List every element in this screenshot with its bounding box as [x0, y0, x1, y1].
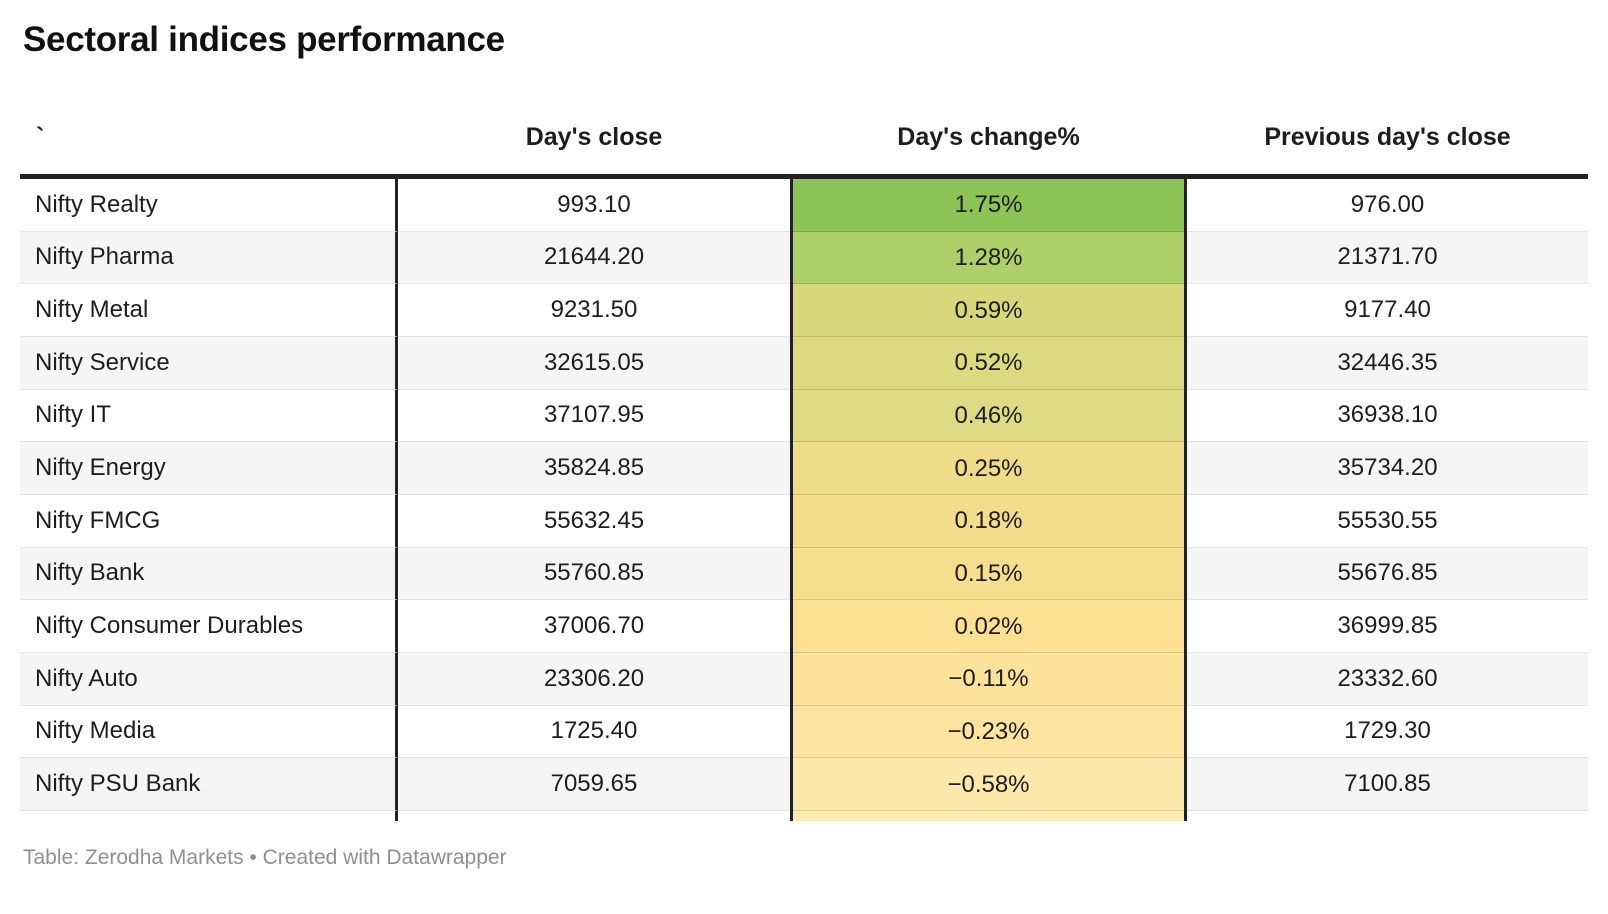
page-title: Sectoral indices performance	[23, 20, 505, 59]
prev-close-cell: 9177.40	[1187, 284, 1588, 337]
index-name-cell: Nifty IT	[20, 389, 398, 443]
days-close-cell: 37107.95	[398, 390, 790, 443]
prev-close-cell: 35734.20	[1187, 442, 1588, 495]
prev-close-cell: 55676.85	[1187, 547, 1588, 601]
index-name-cell: Nifty Energy	[20, 442, 398, 495]
index-name-cell: Nifty PSU Bank	[20, 758, 398, 811]
days-change-cell: 0.15%	[790, 547, 1187, 601]
days-change-cell: 0.18%	[790, 494, 1187, 548]
prev-close-cell: 32446.35	[1187, 336, 1588, 390]
days-close-cell: 7059.65	[398, 758, 790, 811]
days-change-cell: 0.25%	[790, 442, 1187, 495]
table-row: Nifty Pharma 21644.20 1.28% 21371.70	[20, 231, 1588, 285]
days-close-cell: 55632.45	[398, 495, 790, 548]
days-change-cell: −0.11%	[790, 652, 1187, 706]
col-header-prev-close: Previous day's close	[1264, 122, 1511, 151]
days-close-cell: 9231.50	[398, 284, 790, 337]
index-name-cell: Nifty Pharma	[20, 231, 398, 285]
days-change-cell: 0.59%	[790, 284, 1187, 337]
prev-close-cell: 36938.10	[1187, 390, 1588, 443]
index-name-cell: Nifty Bank	[20, 547, 398, 601]
index-name-cell: Nifty Auto	[20, 652, 398, 706]
partial-prev-cell	[1187, 811, 1588, 821]
days-change-cell: 0.02%	[790, 600, 1187, 653]
partial-change-cell	[790, 810, 1187, 821]
prev-close-cell: 55530.55	[1187, 495, 1588, 548]
table-row: Nifty PSU Bank 7059.65 −0.58% 7100.85	[20, 758, 1588, 811]
table-row: Nifty Service 32615.05 0.52% 32446.35	[20, 336, 1588, 390]
days-close-cell: 23306.20	[398, 652, 790, 706]
table-row: Nifty IT 37107.95 0.46% 36938.10	[20, 389, 1588, 443]
index-name-cell: Nifty Consumer Durables	[20, 600, 398, 653]
days-change-cell: 1.75%	[790, 179, 1187, 232]
prev-close-cell: 36999.85	[1187, 600, 1588, 653]
table-row: Nifty FMCG 55632.45 0.18% 55530.55	[20, 494, 1588, 548]
table-attribution: Table: Zerodha Markets • Created with Da…	[23, 846, 507, 869]
days-close-cell: 37006.70	[398, 600, 790, 653]
index-name-cell: Nifty FMCG	[20, 494, 398, 548]
prev-close-cell: 7100.85	[1187, 758, 1588, 811]
index-name-cell: Nifty Realty	[20, 179, 398, 232]
col-header-days-close: Day's close	[525, 122, 663, 151]
days-change-cell: 0.52%	[790, 336, 1187, 390]
sectoral-indices-table: ` Day's close Day's change% Previous day…	[20, 100, 1588, 821]
days-close-cell: 35824.85	[398, 442, 790, 495]
days-close-cell: 32615.05	[398, 336, 790, 390]
index-name-cell: Nifty Media	[20, 705, 398, 759]
table-row: Nifty Auto 23306.20 −0.11% 23332.60	[20, 652, 1588, 706]
prev-close-cell: 21371.70	[1187, 231, 1588, 285]
days-change-cell: −0.58%	[790, 758, 1187, 811]
days-close-cell: 55760.85	[398, 547, 790, 601]
prev-close-cell: 1729.30	[1187, 706, 1588, 759]
table-body: Nifty Realty 993.10 1.75% 976.00 Nifty P…	[20, 179, 1588, 811]
days-close-cell: 993.10	[398, 179, 790, 232]
days-change-cell: 1.28%	[790, 231, 1187, 285]
days-close-cell: 1725.40	[398, 706, 790, 759]
table-row: Nifty Energy 35824.85 0.25% 35734.20	[20, 442, 1588, 495]
days-change-cell: −0.23%	[790, 705, 1187, 759]
days-change-cell: 0.46%	[790, 389, 1187, 443]
index-name-cell: Nifty Service	[20, 336, 398, 390]
table-row: Nifty Realty 993.10 1.75% 976.00	[20, 179, 1588, 232]
index-name-cell: Nifty Metal	[20, 284, 398, 337]
prev-close-cell: 976.00	[1187, 179, 1588, 232]
table-row: Nifty Media 1725.40 −0.23% 1729.30	[20, 705, 1588, 759]
partial-name-cell	[20, 810, 398, 821]
table-row: Nifty Metal 9231.50 0.59% 9177.40	[20, 284, 1588, 337]
table-row: Nifty Bank 55760.85 0.15% 55676.85	[20, 547, 1588, 601]
col-header-index-name: `	[36, 122, 45, 151]
table-row: Nifty Consumer Durables 37006.70 0.02% 3…	[20, 600, 1588, 653]
cutoff-partial-row	[20, 810, 1588, 821]
table-header-row: ` Day's close Day's change% Previous day…	[20, 100, 1588, 179]
partial-close-cell	[398, 811, 790, 821]
days-close-cell: 21644.20	[398, 231, 790, 285]
prev-close-cell: 23332.60	[1187, 652, 1588, 706]
col-header-days-change: Day's change%	[897, 122, 1080, 151]
